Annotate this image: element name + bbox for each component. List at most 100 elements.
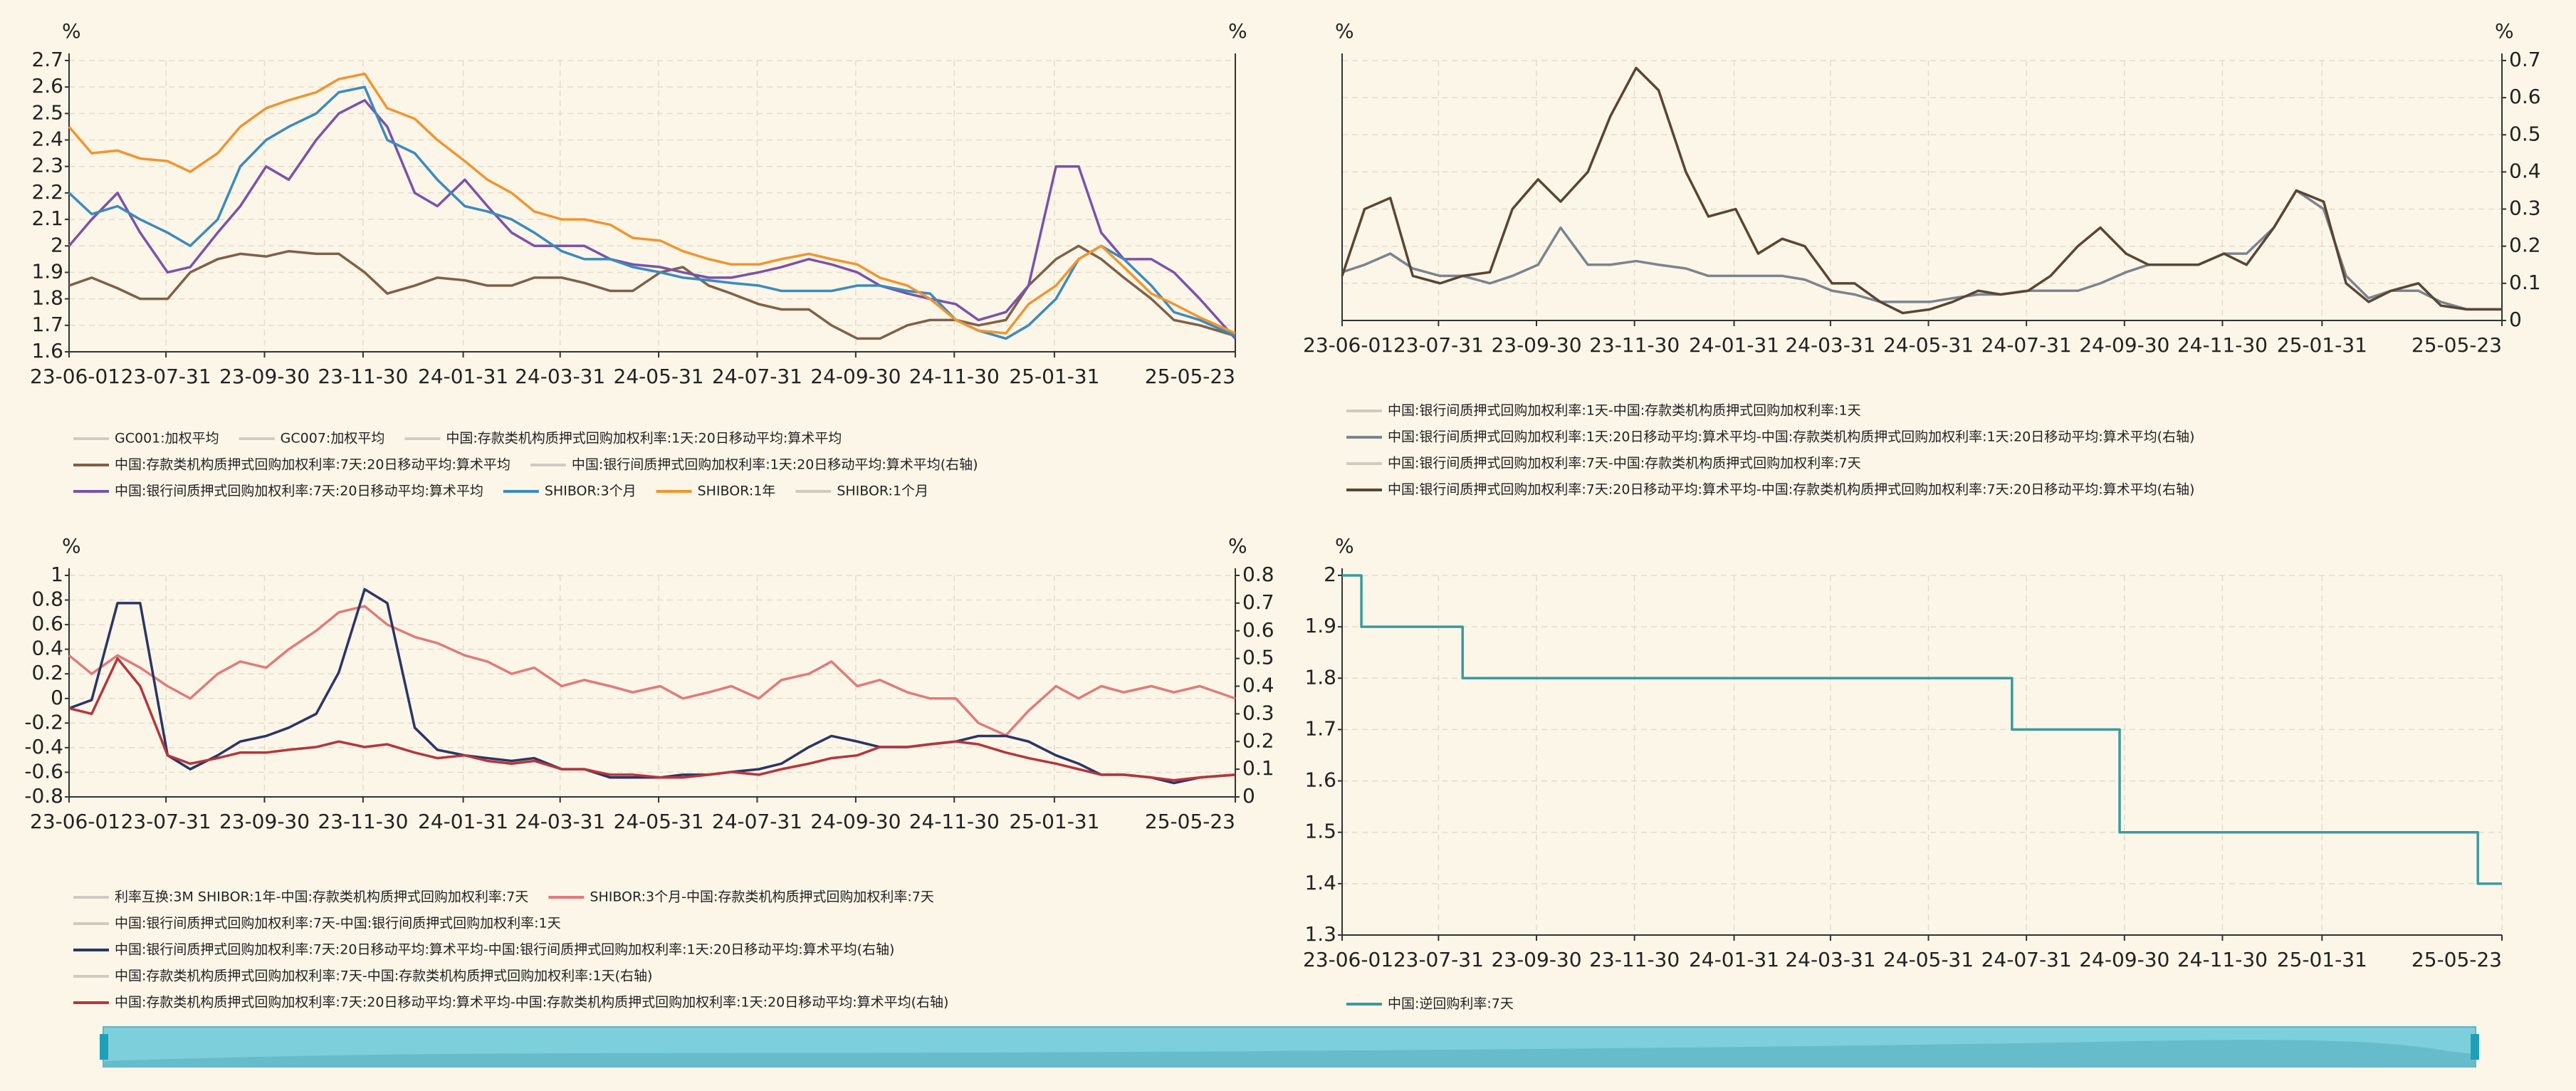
y2-tick-label: 0.3 — [1242, 701, 1274, 724]
y-tick-label: -0.6 — [24, 759, 63, 783]
y2-axis-label: % — [1228, 19, 1247, 43]
x-tick-label: 23-06-01 — [1303, 333, 1393, 357]
y2-tick-label: 0.2 — [2509, 234, 2541, 257]
y-tick-label: 1.6 — [1304, 768, 1336, 792]
legend-item[interactable]: GC007:加权平均 — [239, 431, 385, 447]
x-tick-label: 24-09-30 — [810, 365, 901, 388]
y-tick-label: 2.3 — [31, 154, 63, 177]
y-tick-label: 1.8 — [31, 286, 63, 310]
legend-label: 中国:银行间质押式回购加权利率:1天-中国:存款类机构质押式回购加权利率:1天 — [1388, 403, 1861, 419]
y-tick-label: -0.4 — [24, 735, 63, 758]
legend-label: GC007:加权平均 — [281, 431, 385, 447]
series-line — [1342, 574, 2502, 885]
legend-item[interactable]: 中国:银行间质押式回购加权利率:1天-中国:存款类机构质押式回购加权利率:1天 — [1346, 403, 1861, 419]
x-tick-label: 24-09-30 — [2079, 948, 2169, 971]
y-tick-label: 1.5 — [1304, 820, 1336, 843]
x-tick-label: 24-01-31 — [1689, 333, 1779, 357]
slider-handle[interactable] — [100, 1034, 108, 1060]
y2-tick-label: 0.3 — [2509, 197, 2541, 220]
legend-item[interactable]: 中国:银行间质押式回购加权利率:7天:20日移动平均:算术平均-中国:存款类机构… — [1346, 482, 2194, 498]
y-tick-label: 0.6 — [31, 612, 63, 635]
legend-label: 中国:存款类机构质押式回购加权利率:7天:20日移动平均:算术平均 — [115, 457, 511, 473]
x-tick-label: 24-11-30 — [2177, 948, 2268, 971]
y2-tick-label: 0.4 — [1242, 674, 1274, 697]
series-line — [68, 244, 1236, 340]
legend-label: 中国:存款类机构质押式回购加权利率:1天:20日移动平均:算术平均 — [446, 431, 842, 447]
legend-item[interactable]: 中国:银行间质押式回购加权利率:1天:20日移动平均:算术平均(右轴) — [530, 457, 978, 473]
legend-item[interactable]: 利率互换:3M SHIBOR:1年-中国:存款类机构质押式回购加权利率:7天 — [73, 889, 528, 905]
x-tick-label: 23-07-31 — [121, 365, 211, 388]
x-tick-label: 23-09-30 — [219, 365, 310, 388]
legend-item[interactable]: GC001:加权平均 — [73, 431, 219, 447]
legend-item[interactable]: 中国:存款类机构质押式回购加权利率:7天:20日移动平均:算术平均-中国:存款类… — [73, 995, 948, 1011]
series-line — [68, 605, 1236, 737]
legend-item[interactable]: 中国:存款类机构质押式回购加权利率:7天-中国:存款类机构质押式回购加权利率:1… — [73, 969, 652, 984]
x-tick-label: 25-05-23 — [2412, 948, 2502, 971]
x-tick-label: 24-11-30 — [2177, 333, 2268, 357]
x-tick-label: 24-05-31 — [614, 365, 704, 388]
y-tick-label: 2 — [1324, 563, 1336, 586]
x-tick-label: 23-09-30 — [1491, 333, 1581, 357]
y-tick-label: 1.9 — [31, 259, 63, 283]
x-tick-label: 23-07-31 — [121, 810, 211, 833]
x-tick-label: 23-07-31 — [1393, 333, 1484, 357]
legend-label: SHIBOR:3个月 — [545, 484, 637, 499]
legend-item[interactable]: SHIBOR:3个月 — [503, 484, 637, 499]
x-tick-label: 24-03-31 — [1785, 948, 1875, 971]
legend-item[interactable]: 中国:银行间质押式回购加权利率:7天:20日移动平均:算术平均 — [73, 484, 483, 499]
x-tick-label: 24-07-31 — [712, 810, 802, 833]
y-tick-label: 2.4 — [31, 127, 63, 151]
legend-item[interactable]: 中国:存款类机构质押式回购加权利率:1天:20日移动平均:算术平均 — [404, 431, 842, 447]
series-line — [68, 85, 1236, 340]
x-tick-label: 24-01-31 — [418, 365, 508, 388]
series-line — [68, 72, 1236, 335]
y-tick-label: 1.3 — [1304, 922, 1336, 946]
legend-label: 中国:银行间质押式回购加权利率:1天:20日移动平均:算术平均-中国:存款类机构… — [1388, 429, 2194, 445]
y-axis-label: % — [62, 534, 81, 558]
x-tick-label: 23-11-30 — [318, 365, 408, 388]
x-tick-label: 24-03-31 — [515, 365, 605, 388]
legend-label: 中国:银行间质押式回购加权利率:7天:20日移动平均:算术平均-中国:存款类机构… — [1388, 482, 2194, 498]
legend-label: 中国:银行间质押式回购加权利率:7天-中国:银行间质押式回购加权利率:1天 — [115, 916, 561, 931]
y-tick-label: 1.8 — [1304, 665, 1336, 689]
x-tick-label: 24-05-31 — [1883, 948, 1974, 971]
y-tick-label: 1.9 — [1304, 614, 1336, 637]
y-tick-label: 1.7 — [31, 313, 63, 336]
y-tick-label: 2.7 — [31, 48, 63, 71]
y2-tick-label: 0 — [2509, 308, 2522, 331]
y2-tick-label: 0.4 — [2509, 159, 2541, 182]
legend-item[interactable]: SHIBOR:1年 — [656, 484, 776, 499]
legend-label: SHIBOR:3个月-中国:存款类机构质押式回购加权利率:7天 — [590, 889, 933, 905]
y-tick-label: 1 — [51, 563, 63, 586]
legend-item[interactable]: 中国:银行间质押式回购加权利率:7天-中国:银行间质押式回购加权利率:1天 — [73, 916, 561, 931]
y2-tick-label: 0.6 — [1242, 618, 1274, 642]
y2-tick-label: 0.5 — [2509, 122, 2541, 145]
x-tick-label: 23-06-01 — [30, 810, 120, 833]
x-tick-label: 23-06-01 — [30, 365, 120, 388]
legend-label: 中国:银行间质押式回购加权利率:7天:20日移动平均:算术平均-中国:银行间质押… — [115, 942, 894, 958]
x-tick-label: 24-07-31 — [1981, 948, 2072, 971]
y2-axis-label: % — [2495, 19, 2514, 43]
legend-item[interactable]: 中国:存款类机构质押式回购加权利率:7天:20日移动平均:算术平均 — [73, 457, 511, 473]
slider-handle[interactable] — [2471, 1034, 2479, 1060]
x-tick-label: 24-01-31 — [418, 810, 508, 833]
y2-tick-label: 0.7 — [2509, 48, 2541, 71]
legend-item[interactable]: 中国:银行间质押式回购加权利率:7天:20日移动平均:算术平均-中国:银行间质押… — [73, 942, 894, 958]
x-tick-label: 23-11-30 — [1589, 333, 1680, 357]
range-slider[interactable] — [100, 1026, 2479, 1067]
y-tick-label: -0.8 — [24, 784, 63, 808]
legend-label: SHIBOR:1年 — [698, 484, 776, 499]
legend-item[interactable]: 中国:银行间质押式回购加权利率:7天-中国:存款类机构质押式回购加权利率:7天 — [1346, 456, 1861, 471]
y-axis-label: % — [62, 19, 81, 43]
slider-preview — [103, 1040, 2476, 1067]
x-tick-label: 25-01-31 — [1009, 365, 1099, 388]
legend-label: 利率互换:3M SHIBOR:1年-中国:存款类机构质押式回购加权利率:7天 — [115, 889, 528, 905]
x-tick-label: 24-05-31 — [614, 810, 704, 833]
legend-item[interactable]: 中国:逆回购利率:7天 — [1346, 996, 1514, 1012]
x-tick-label: 24-01-31 — [1689, 948, 1779, 971]
legend-item[interactable]: SHIBOR:1个月 — [795, 484, 928, 499]
x-tick-label: 24-03-31 — [515, 810, 605, 833]
legend-item[interactable]: 中国:银行间质押式回购加权利率:1天:20日移动平均:算术平均-中国:存款类机构… — [1346, 429, 2194, 445]
legend-item[interactable]: SHIBOR:3个月-中国:存款类机构质押式回购加权利率:7天 — [548, 889, 934, 905]
